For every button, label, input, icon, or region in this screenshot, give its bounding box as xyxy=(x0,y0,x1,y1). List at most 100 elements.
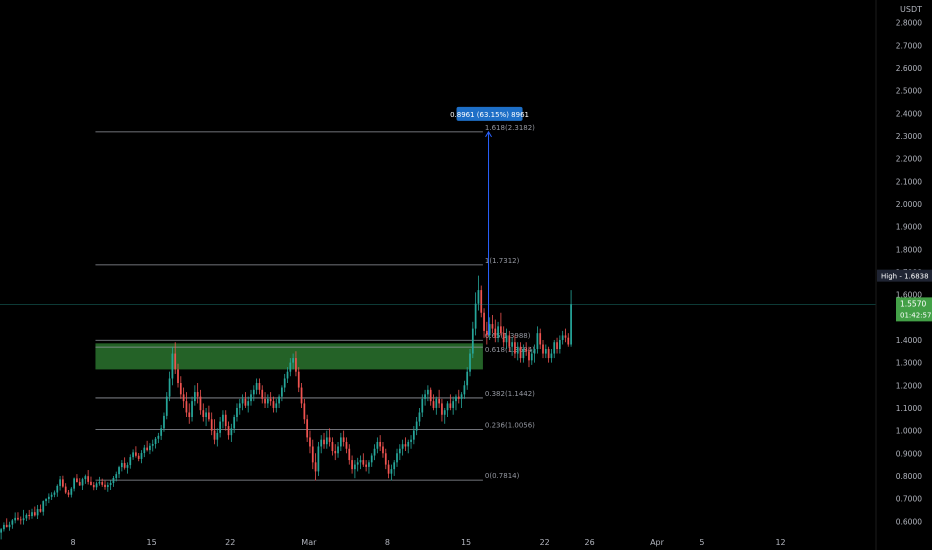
candle[interactable] xyxy=(398,444,401,461)
candle[interactable] xyxy=(547,346,550,363)
candle[interactable] xyxy=(348,444,351,465)
candle[interactable] xyxy=(390,464,393,481)
candle[interactable] xyxy=(427,385,429,402)
candle[interactable] xyxy=(561,330,564,345)
candle[interactable] xyxy=(351,455,353,474)
candle[interactable] xyxy=(309,430,311,454)
candle[interactable] xyxy=(174,342,177,374)
candle[interactable] xyxy=(98,476,101,486)
candle[interactable] xyxy=(120,460,123,472)
candle[interactable] xyxy=(550,349,553,363)
candle[interactable] xyxy=(446,401,449,418)
candle[interactable] xyxy=(118,465,120,478)
candle[interactable] xyxy=(474,292,477,336)
candle[interactable] xyxy=(564,328,567,343)
candle[interactable] xyxy=(196,383,199,404)
candle[interactable] xyxy=(53,490,56,498)
candle[interactable] xyxy=(359,455,362,470)
candle[interactable] xyxy=(393,460,396,476)
candle[interactable] xyxy=(255,378,258,395)
candle[interactable] xyxy=(238,398,241,415)
candle[interactable] xyxy=(469,349,471,377)
candle[interactable] xyxy=(382,441,384,458)
candle[interactable] xyxy=(325,430,328,449)
candle[interactable] xyxy=(525,342,528,356)
candle[interactable] xyxy=(247,396,250,413)
candle[interactable] xyxy=(199,389,202,415)
candle[interactable] xyxy=(295,351,297,377)
candle[interactable] xyxy=(396,448,398,467)
candle[interactable] xyxy=(497,321,499,343)
candle[interactable] xyxy=(466,367,469,390)
candle[interactable] xyxy=(286,367,289,384)
candle[interactable] xyxy=(149,443,151,455)
candle[interactable] xyxy=(70,487,73,498)
candle[interactable] xyxy=(539,328,542,350)
candle[interactable] xyxy=(452,396,455,415)
candle[interactable] xyxy=(135,446,137,458)
candle[interactable] xyxy=(418,407,421,427)
candle[interactable] xyxy=(233,414,236,433)
candle[interactable] xyxy=(230,423,233,442)
candle[interactable] xyxy=(379,435,382,452)
candle[interactable] xyxy=(311,439,314,470)
candle[interactable] xyxy=(8,521,11,531)
candle[interactable] xyxy=(570,290,572,347)
candle[interactable] xyxy=(227,421,230,440)
candle[interactable] xyxy=(95,481,98,490)
candle[interactable] xyxy=(421,394,424,418)
candle[interactable] xyxy=(56,484,59,497)
candle[interactable] xyxy=(137,453,140,462)
candle[interactable] xyxy=(19,516,22,525)
candle[interactable] xyxy=(281,385,283,402)
candle[interactable] xyxy=(73,477,75,492)
candle[interactable] xyxy=(292,353,294,370)
candle[interactable] xyxy=(365,460,367,472)
candle[interactable] xyxy=(213,419,216,445)
candle[interactable] xyxy=(258,378,261,395)
candle[interactable] xyxy=(3,522,5,532)
candle[interactable] xyxy=(151,439,154,452)
candle[interactable] xyxy=(132,449,134,460)
candle[interactable] xyxy=(500,312,502,336)
candle[interactable] xyxy=(300,383,303,408)
candle[interactable] xyxy=(334,444,337,461)
candle[interactable] xyxy=(424,389,426,406)
candle[interactable] xyxy=(208,405,210,422)
candle[interactable] xyxy=(171,346,174,386)
candle[interactable] xyxy=(289,358,292,377)
candle[interactable] xyxy=(188,403,191,424)
candle[interactable] xyxy=(412,426,415,445)
candle[interactable] xyxy=(544,344,547,359)
candle[interactable] xyxy=(387,460,390,479)
candle[interactable] xyxy=(115,471,118,482)
candle[interactable] xyxy=(165,392,168,420)
candle[interactable] xyxy=(542,339,544,359)
candle[interactable] xyxy=(331,437,334,456)
candle[interactable] xyxy=(401,439,404,456)
candle[interactable] xyxy=(320,435,323,454)
candle[interactable] xyxy=(519,342,522,363)
candle[interactable] xyxy=(415,417,418,436)
candle[interactable] xyxy=(463,380,466,399)
candle[interactable] xyxy=(104,480,106,490)
candle[interactable] xyxy=(241,394,244,411)
candle[interactable] xyxy=(342,430,345,447)
candle[interactable] xyxy=(163,412,165,432)
candle[interactable] xyxy=(356,457,359,472)
candle[interactable] xyxy=(477,275,480,311)
candle[interactable] xyxy=(146,440,148,452)
candle[interactable] xyxy=(494,319,497,343)
candle[interactable] xyxy=(558,335,561,354)
candle[interactable] xyxy=(177,363,179,388)
candle[interactable] xyxy=(17,512,19,521)
candle[interactable] xyxy=(219,417,221,438)
candle[interactable] xyxy=(14,512,17,524)
candle[interactable] xyxy=(25,513,28,522)
candle[interactable] xyxy=(45,498,47,506)
candle[interactable] xyxy=(76,474,78,483)
candle[interactable] xyxy=(278,394,280,408)
candle[interactable] xyxy=(511,337,513,356)
candle[interactable] xyxy=(202,403,205,422)
